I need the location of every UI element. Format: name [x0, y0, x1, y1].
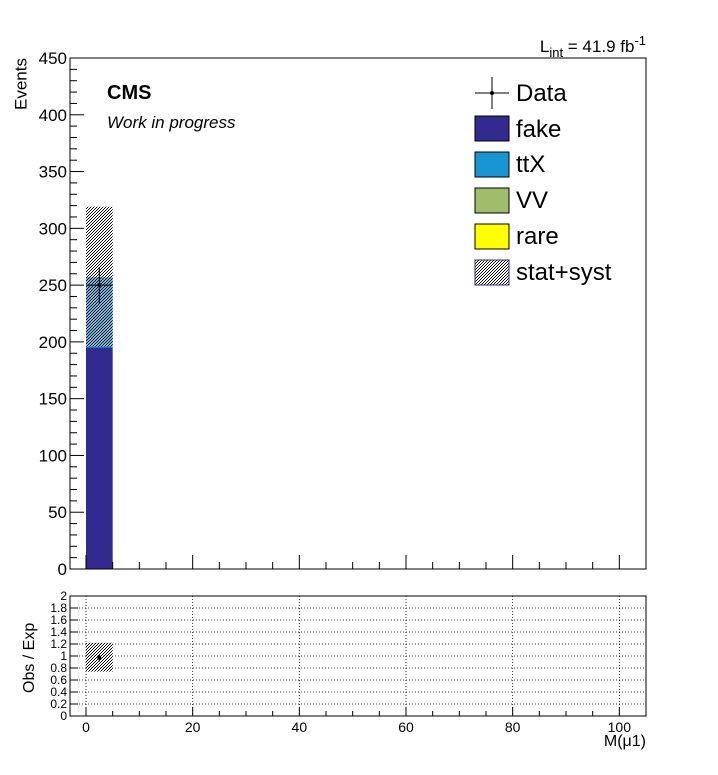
bar-fake — [86, 347, 113, 569]
cms-label: CMS — [107, 82, 151, 104]
legend-label-vv: VV — [516, 187, 548, 214]
lumi-prefix: L — [540, 37, 549, 56]
legend-label-stat-syst: stat+syst — [516, 259, 612, 286]
legend-label-fake: fake — [516, 116, 561, 143]
y-tick-label: 0 — [58, 560, 67, 579]
lumi-superscript: -1 — [634, 33, 646, 48]
ratio-point — [97, 655, 102, 660]
data-point — [97, 283, 102, 288]
y-tick-label: 100 — [39, 446, 67, 465]
main-x-ticks — [85, 555, 647, 569]
ratio-y-tick-label: 2 — [60, 589, 67, 603]
x-tick-label: 80 — [505, 719, 521, 735]
ratio-y-tick-label: 0.4 — [50, 685, 67, 699]
legend-entry-fake: fake — [474, 115, 561, 143]
y-tick-label: 250 — [39, 276, 67, 295]
lumi-subscript: int — [549, 45, 563, 60]
main-plot-area — [70, 58, 646, 569]
legend-entry-stat-syst: stat+syst — [474, 259, 612, 286]
ratio-y-tick-label: 0.2 — [50, 697, 67, 711]
y-tick-label: 300 — [39, 219, 67, 238]
y-tick-label: 150 — [39, 390, 67, 409]
legend-entry-data: Data — [475, 77, 567, 109]
main-panel: 0 50 100 150 200 250 300 350 400 450 Events Lint … — [11, 33, 647, 579]
y-tick-label: 350 — [39, 163, 67, 182]
cms-sublabel: Work in progress — [107, 113, 236, 132]
ratio-y-tick-label: 0.8 — [50, 661, 67, 675]
x-axis-label: M(μ1) — [604, 733, 646, 750]
legend-entry-ttx: ttX — [474, 151, 545, 178]
legend-label-ttx: ttX — [516, 151, 545, 178]
x-tick-label: 0 — [82, 719, 90, 735]
main-plot-frame — [69, 57, 647, 570]
lumi-label: Lint = 41.9 fb-1 — [540, 33, 646, 60]
ratio-y-axis-label: Obs / Exp — [21, 623, 38, 693]
legend-entry-vv: VV — [474, 187, 548, 214]
legend-swatch-ttx — [474, 151, 510, 178]
lumi-value: = 41.9 fb — [563, 37, 634, 56]
main-y-ticks: 0 50 100 150 200 250 300 350 400 450 — [39, 49, 84, 579]
legend: Data fake ttX VV rare stat+syst — [474, 77, 612, 286]
ratio-y-tick-label: 1 — [60, 649, 67, 663]
x-tick-label: 40 — [292, 719, 308, 735]
main-y-axis-label: Events — [11, 58, 30, 110]
ratio-y-ticks: 00.20.40.60.811.21.41.61.82 — [50, 589, 78, 723]
ratio-panel: 00.20.40.60.811.21.41.61.82 0 20 40 60 80 100… — [21, 589, 647, 750]
legend-swatch-rare — [474, 223, 510, 250]
data-points — [86, 266, 113, 304]
y-tick-label: 400 — [39, 106, 67, 125]
legend-swatch-fake — [474, 115, 510, 142]
x-tick-label: 60 — [398, 719, 414, 735]
ratio-y-tick-label: 0.6 — [50, 673, 67, 687]
legend-label-rare: rare — [516, 223, 559, 250]
ratio-x-ticks: 0 20 40 60 80 100 — [82, 707, 647, 735]
y-tick-label: 450 — [39, 49, 67, 68]
ratio-y-tick-label: 1.8 — [50, 601, 67, 615]
legend-swatch-vv — [474, 187, 510, 214]
x-tick-label: 100 — [608, 719, 632, 735]
legend-entry-rare: rare — [474, 223, 559, 250]
y-tick-label: 50 — [48, 503, 67, 522]
ratio-grid — [70, 596, 646, 716]
ratio-y-tick-label: 0 — [60, 709, 67, 723]
legend-label-data: Data — [516, 80, 567, 107]
ratio-y-tick-label: 1.4 — [50, 625, 67, 639]
ratio-points — [97, 654, 102, 662]
ratio-y-tick-label: 1.2 — [50, 637, 67, 651]
ratio-y-tick-label: 1.6 — [50, 613, 67, 627]
y-tick-label: 200 — [39, 333, 67, 352]
x-tick-label: 20 — [185, 719, 201, 735]
legend-swatch-stat-syst — [474, 259, 510, 286]
legend-data-marker — [490, 91, 494, 95]
